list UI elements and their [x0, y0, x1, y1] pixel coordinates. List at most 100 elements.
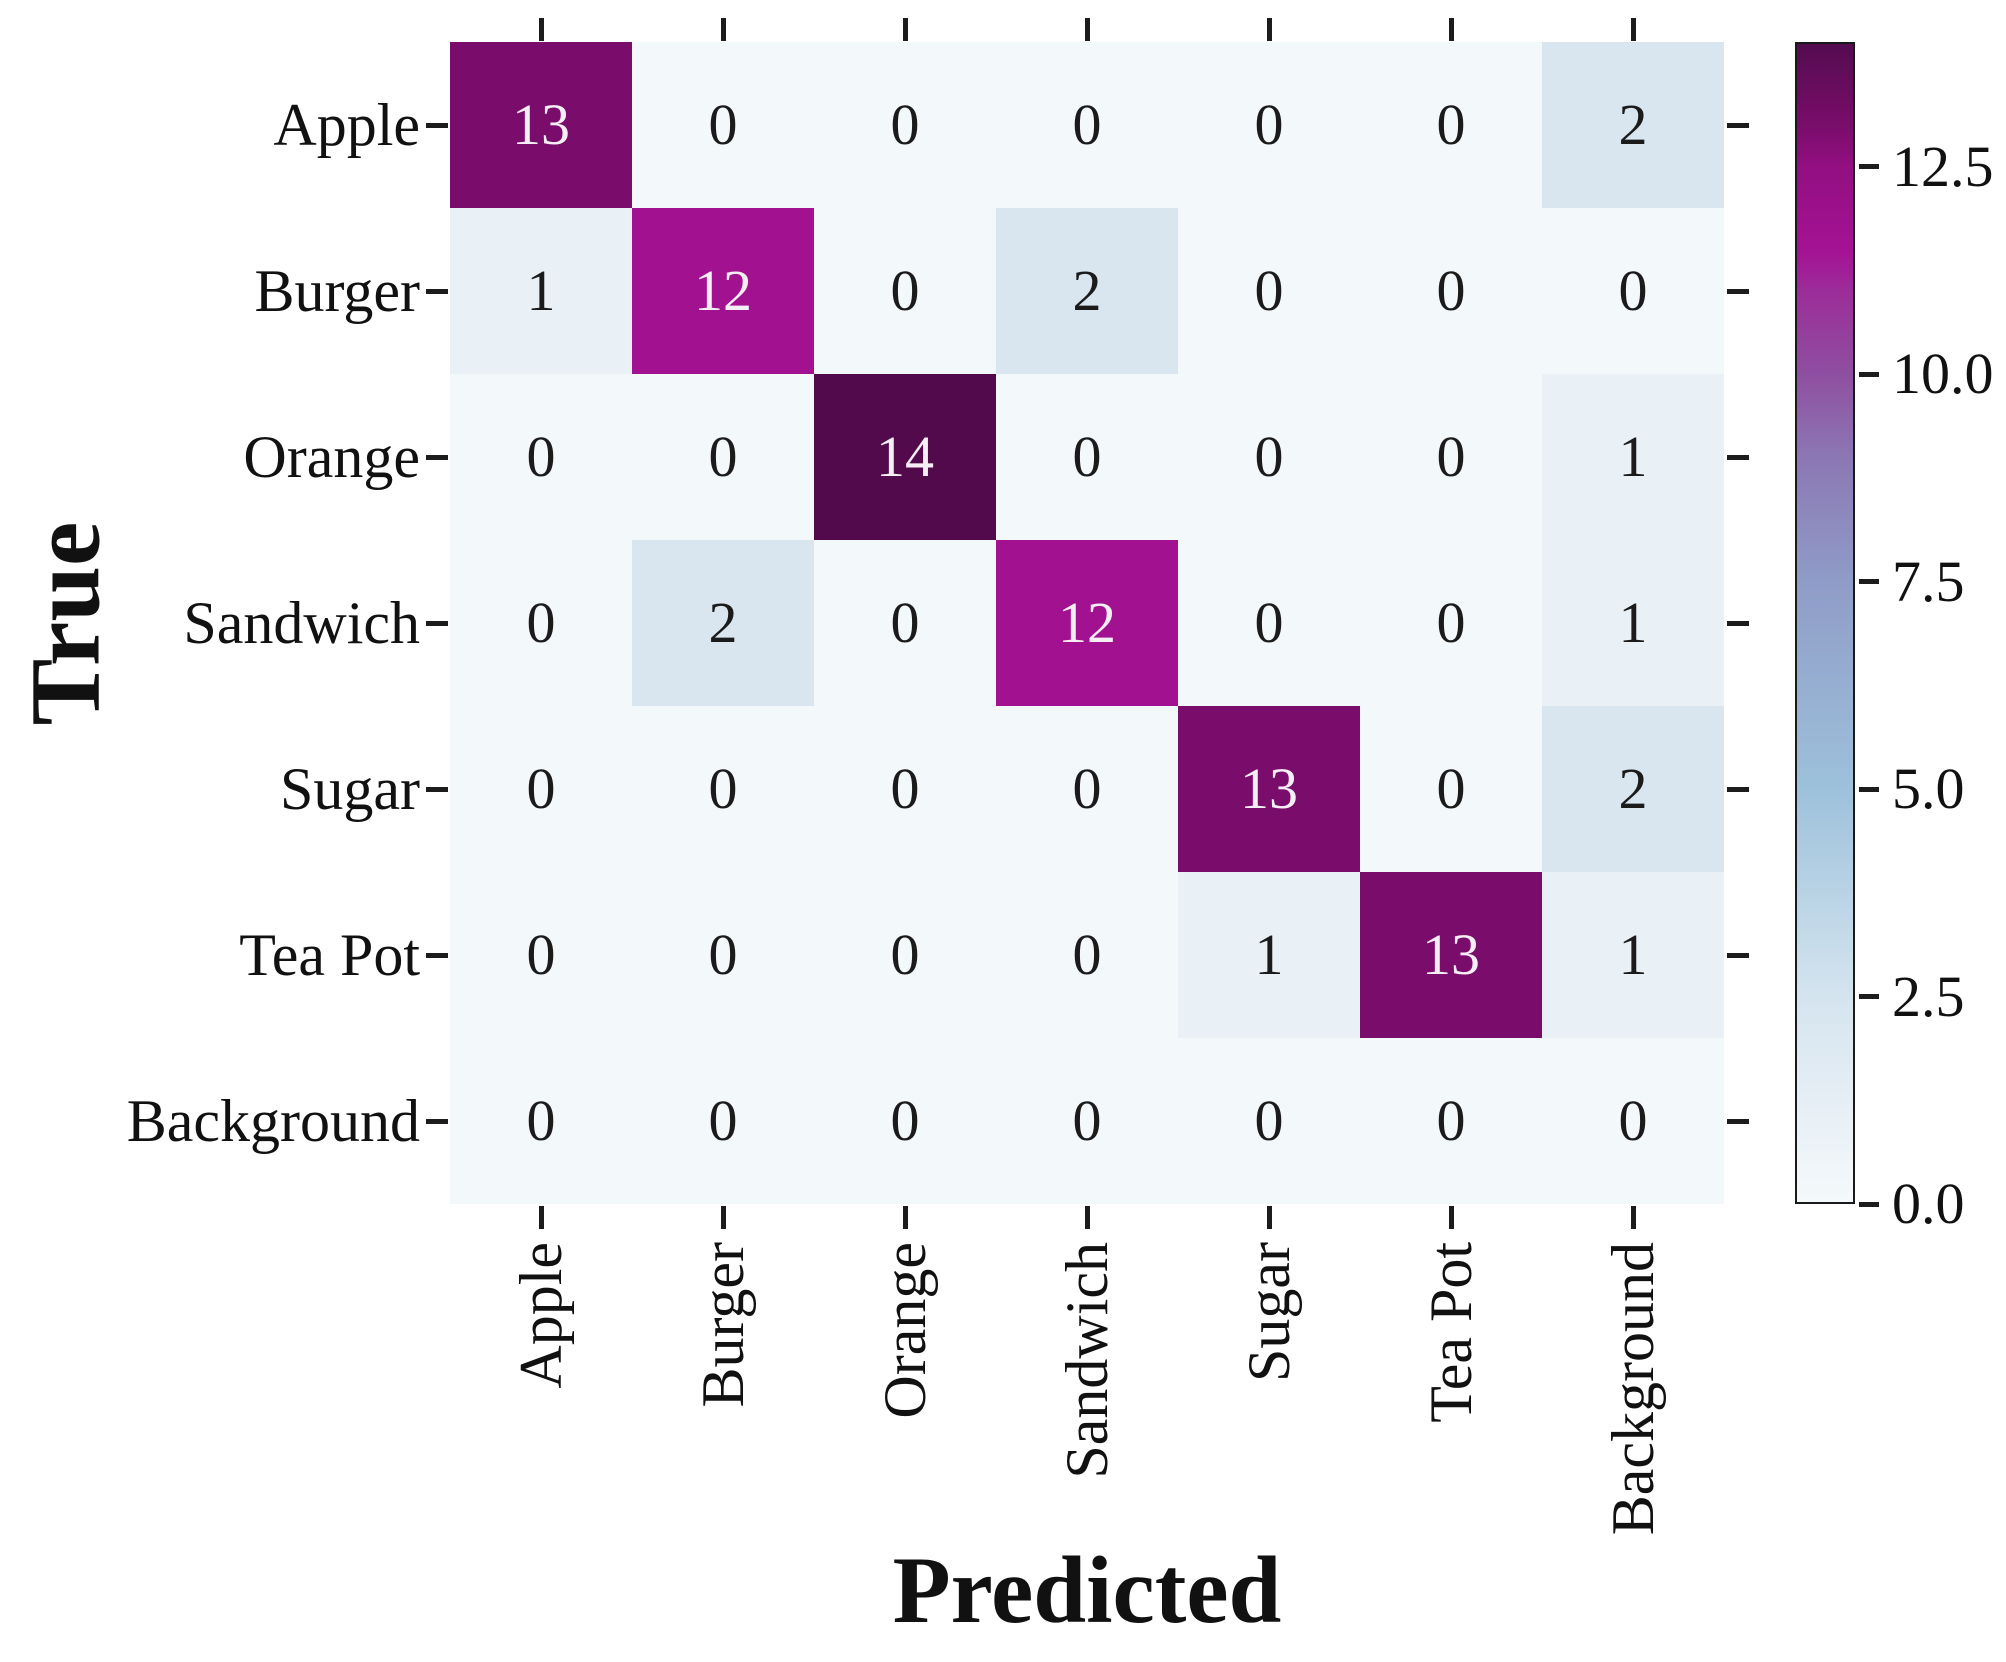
col-label: Background [1600, 1242, 1666, 1536]
confusion-matrix-heatmap: 13 0 0 0 0 0 2 1 12 0 2 0 0 0 0 0 14 0 0 0 1 0 2 0 12 0 0 1 0 0 0 0 13 0 2… [450, 42, 1724, 1204]
heatmap-cell: 14 [814, 374, 996, 540]
heatmap-cell: 0 [1360, 42, 1542, 208]
col-label: Burger [690, 1242, 756, 1408]
col-label: Apple [508, 1242, 574, 1389]
x-tick-mark [720, 1206, 726, 1229]
colorbar-tick-mark [1859, 1201, 1879, 1207]
heatmap-cell: 12 [996, 540, 1178, 706]
heatmap-cell: 0 [1178, 208, 1360, 374]
heatmap-cell: 0 [1178, 1038, 1360, 1204]
heatmap-cell: 13 [450, 42, 632, 208]
heatmap-cell: 0 [1360, 374, 1542, 540]
heatmap-cell: 0 [450, 706, 632, 872]
heatmap-cell: 0 [996, 42, 1178, 208]
x-tick-mark-top [720, 18, 726, 41]
y-tick-mark [426, 122, 448, 128]
heatmap-cell: 2 [1542, 42, 1724, 208]
colorbar-tick-mark [1859, 786, 1879, 792]
y-axis-title: True [9, 521, 121, 725]
col-label: Sandwich [1054, 1242, 1120, 1479]
colorbar-tick-label: 5.0 [1892, 756, 1965, 821]
heatmap-cell: 0 [814, 872, 996, 1038]
heatmap-cell: 0 [814, 540, 996, 706]
colorbar-tick-mark [1859, 164, 1879, 169]
x-tick-mark [1266, 1206, 1272, 1229]
heatmap-cell: 1 [1542, 872, 1724, 1038]
heatmap-cell: 0 [814, 706, 996, 872]
heatmap-cell: 0 [814, 208, 996, 374]
x-tick-mark [1630, 1206, 1636, 1229]
heatmap-cell: 0 [1542, 208, 1724, 374]
heatmap-cell: 0 [450, 540, 632, 706]
x-tick-mark [538, 1206, 544, 1229]
x-tick-mark-top [538, 18, 544, 41]
row-label: Orange [243, 423, 420, 490]
heatmap-cell: 0 [1542, 1038, 1724, 1204]
y-tick-mark [426, 454, 448, 460]
heatmap-cell: 1 [450, 208, 632, 374]
heatmap-cell: 0 [632, 706, 814, 872]
row-label: Burger [254, 257, 420, 324]
heatmap-cell: 0 [450, 1038, 632, 1204]
colorbar-tick-label: 2.5 [1892, 963, 1965, 1029]
col-label: Tea Pot [1418, 1242, 1484, 1423]
colorbar-tick-mark [1859, 994, 1879, 999]
heatmap-cell: 0 [996, 872, 1178, 1038]
y-tick-mark [426, 620, 448, 626]
row-label: Sandwich [183, 589, 420, 656]
heatmap-cell: 0 [1360, 208, 1542, 374]
heatmap-cell: 0 [814, 1038, 996, 1204]
x-tick-mark-top [902, 18, 908, 41]
row-label: Background [126, 1087, 420, 1154]
heatmap-cell: 2 [632, 540, 814, 706]
heatmap-cell: 0 [1178, 42, 1360, 208]
x-axis-title: Predicted [892, 1537, 1282, 1643]
heatmap-cell: 0 [1360, 540, 1542, 706]
x-tick-mark [902, 1206, 908, 1229]
heatmap-cell: 0 [450, 872, 632, 1038]
heatmap-cell: 0 [632, 872, 814, 1038]
heatmap-cell: 0 [1360, 706, 1542, 872]
heatmap-cell: 0 [1360, 1038, 1542, 1204]
heatmap-cell: 0 [450, 374, 632, 540]
y-tick-mark [426, 288, 448, 294]
x-tick-mark-top [1448, 18, 1454, 41]
x-tick-mark-top [1266, 18, 1272, 41]
y-tick-mark-right [1727, 786, 1749, 792]
colorbar-tick-label: 10.0 [1892, 341, 1994, 406]
heatmap-cell: 2 [996, 208, 1178, 374]
row-label: Sugar [280, 755, 420, 822]
colorbar-tick-mark [1859, 371, 1879, 377]
heatmap-cell: 12 [632, 208, 814, 374]
col-label: Sugar [1236, 1242, 1302, 1382]
row-label: Tea Pot [239, 921, 420, 988]
y-tick-mark [426, 1118, 448, 1124]
y-tick-mark-right [1727, 952, 1749, 958]
colorbar-tick-mark [1859, 579, 1879, 584]
row-label: Apple [273, 91, 420, 158]
x-tick-mark-top [1630, 18, 1636, 41]
y-tick-mark-right [1727, 454, 1749, 460]
heatmap-cell: 0 [996, 706, 1178, 872]
heatmap-cell: 0 [814, 42, 996, 208]
heatmap-cell: 0 [1178, 374, 1360, 540]
heatmap-cell: 1 [1542, 540, 1724, 706]
col-label: Orange [872, 1242, 938, 1419]
heatmap-cell: 1 [1542, 374, 1724, 540]
y-axis-title-wrap: True [0, 42, 130, 1204]
heatmap-cell: 13 [1360, 872, 1542, 1038]
heatmap-cell: 0 [996, 374, 1178, 540]
heatmap-cell: 0 [632, 42, 814, 208]
heatmap-cell: 0 [632, 1038, 814, 1204]
colorbar-tick-label: 0.0 [1892, 1171, 1965, 1236]
y-tick-mark-right [1727, 1118, 1749, 1124]
heatmap-cell: 0 [996, 1038, 1178, 1204]
x-tick-mark-top [1084, 18, 1090, 41]
colorbar [1795, 42, 1855, 1204]
heatmap-cell: 1 [1178, 872, 1360, 1038]
heatmap-cell: 0 [632, 374, 814, 540]
colorbar-tick-label: 7.5 [1892, 548, 1965, 614]
heatmap-cell: 0 [1178, 540, 1360, 706]
colorbar-tick-label: 12.5 [1892, 133, 1994, 199]
